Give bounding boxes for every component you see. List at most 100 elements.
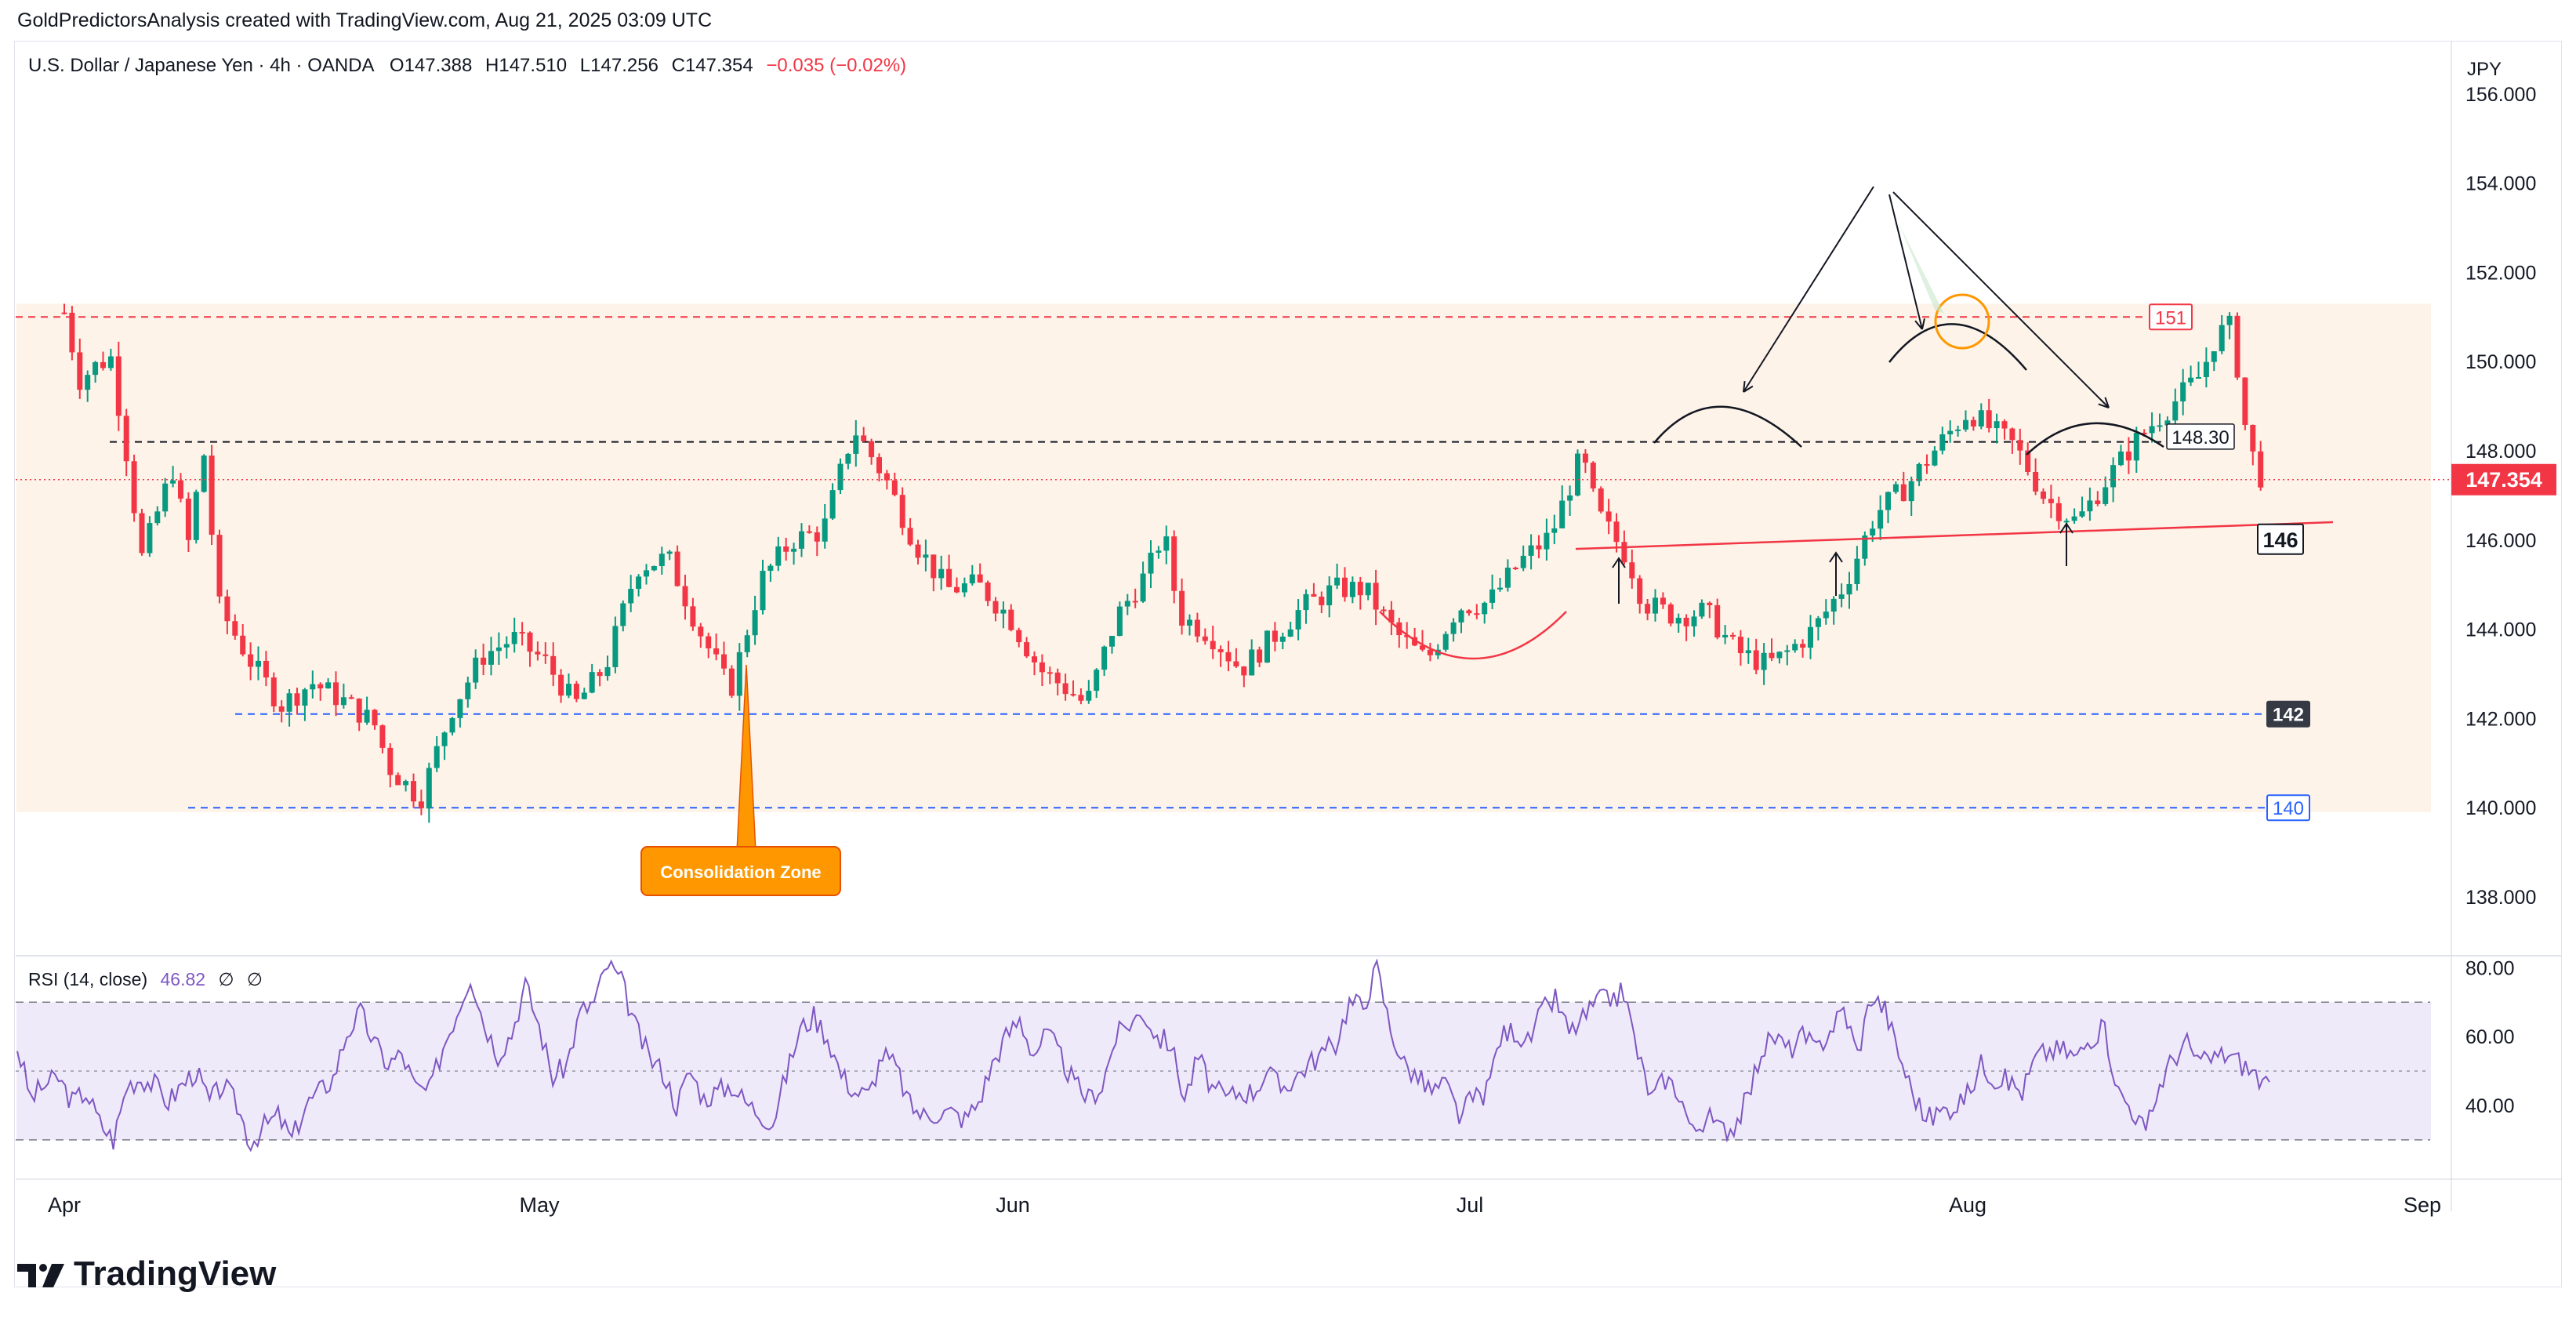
candle-body [1024,642,1030,657]
candle-body [1823,612,1829,619]
highlight-beam [1899,223,1944,314]
candle-body [2149,426,2155,434]
candle-body [1264,630,1270,663]
symbol-legend: U.S. Dollar / Japanese Yen · 4h · OANDA … [28,55,906,77]
candle-body [985,582,991,601]
time-tick-label: Jun [996,1193,1030,1217]
candle-body [1225,652,1232,662]
candle-body [1116,606,1123,637]
candle-body [1458,610,1464,623]
candle-body [411,781,416,802]
candle-body [1761,652,1767,670]
candle-body [1070,694,1076,696]
candle-body [1163,536,1170,551]
candle-body [2188,377,2194,383]
candle-body [1000,609,1007,614]
candle-body [783,546,789,552]
candle-body [1830,598,1837,612]
candle-body [713,648,720,655]
rsi-name: RSI (14, close) [28,969,148,989]
candle-body [441,732,448,746]
candle-body [861,435,867,441]
pattern-line-2 [1888,194,1923,330]
time-tick-label: Jul [1457,1193,1484,1217]
candle-body [1512,567,1518,569]
candle-body [1311,594,1317,597]
neckline-label: 148.30 [2171,427,2229,448]
support-label: 146 [2262,528,2298,552]
price-tick-label: 156.000 [2465,84,2536,106]
candle-body [302,689,308,706]
high-value: 147.510 [499,55,568,76]
price-tick-label: 150.000 [2465,351,2536,373]
pattern-line-1 [1743,186,1874,393]
candle-body [263,660,269,678]
candle-body [1381,609,1387,612]
candle-body [1924,463,1930,466]
candle-body [1784,650,1791,652]
candle-body [495,647,502,652]
candle-body [907,528,913,545]
candle-body [1054,672,1061,684]
candle-body [154,511,161,524]
candle-body [2009,428,2015,441]
price-tick-label: 140.000 [2465,797,2536,819]
candle-body [2095,500,2101,504]
candle-body [286,693,292,712]
level-box-151 [2149,303,2193,331]
candle-body [931,554,937,579]
candle-body [1008,609,1014,630]
candle-body [2041,491,2046,499]
candle-body [1279,636,1286,642]
currency-label: JPY [2467,59,2502,80]
candle-body [1241,666,1247,676]
candle-body [1691,616,1697,626]
support-trendline [1575,521,2334,550]
candle-body [77,352,83,390]
candle-body [1420,645,1425,650]
candle-body [566,684,571,696]
low-value: 147.256 [590,55,659,76]
tradingview-logo[interactable]: TradingView [17,1254,276,1294]
candle-body [1986,410,1992,429]
candle-body [1148,552,1154,574]
candle-body [2141,432,2147,434]
candle-body [1272,630,1278,642]
candle-body [1551,528,1558,533]
high-label: H [485,55,499,76]
candle-body [240,635,246,655]
candle-body [93,361,99,376]
candle-body [1800,644,1806,648]
candle-body [1605,511,1612,522]
candle-body [2025,450,2031,473]
candle-body [1885,492,1891,510]
candle-body [1124,601,1130,607]
rsi-value: 46.82 [160,969,206,989]
candle-body [644,570,649,577]
candle-body [139,513,145,554]
candle-body [923,554,929,558]
candle-body [1854,558,1860,584]
candle-body [837,463,844,491]
candle-body [1319,596,1325,606]
candle-body [791,548,797,552]
candle-body [1932,450,1938,466]
candle-body [100,361,106,368]
candle-body [2079,511,2085,517]
candle-body [2196,377,2201,379]
candle-body [333,682,339,706]
candle-body [2164,420,2171,426]
candle-body [899,495,905,528]
candle-body [449,717,455,733]
candle-body [698,626,704,637]
candle-body [806,531,812,533]
candle-body [310,684,316,690]
candle-body [1047,672,1053,674]
candle-body [1016,630,1022,643]
candle-body [1870,528,1876,535]
candle-body [1769,652,1775,659]
candle-body [1815,618,1821,627]
candle-body [891,480,898,496]
candle-body [1776,652,1783,659]
